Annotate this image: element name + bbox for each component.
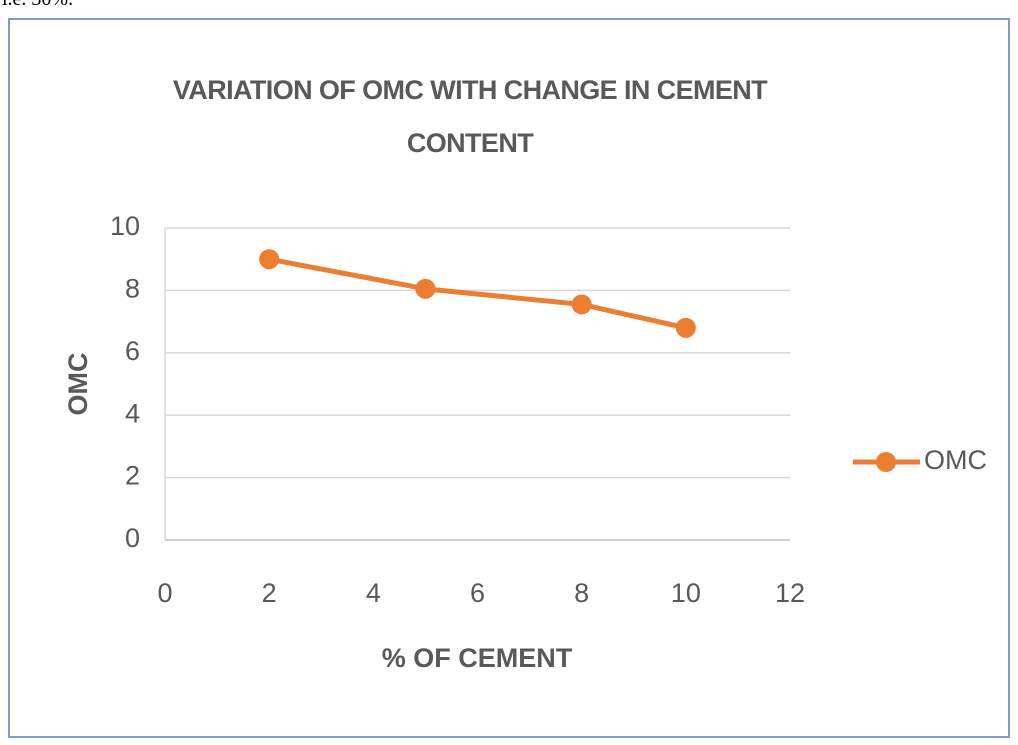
x-tick-label: 4 — [366, 578, 381, 608]
y-tick-label: 4 — [125, 398, 140, 428]
x-tick-label: 6 — [470, 578, 485, 608]
x-tick-label: 12 — [775, 578, 805, 608]
point-marker — [415, 278, 436, 299]
point-marker — [571, 294, 592, 315]
x-tick-label: 0 — [157, 578, 172, 608]
series-line — [268, 256, 687, 331]
legend-label: OMC — [924, 445, 987, 475]
x-tick-label: 8 — [574, 578, 589, 608]
y-tick-label: 0 — [125, 523, 140, 553]
point-marker — [259, 249, 280, 270]
legend-marker — [876, 452, 896, 472]
chart-title: VARIATION OF OMC WITH CHANGE IN CEMENT C… — [172, 75, 768, 158]
y-tick-label: 2 — [125, 461, 140, 491]
chart-frame — [8, 18, 1010, 738]
point-marker — [675, 317, 696, 338]
x-axis-label: % OF CEMENT — [382, 643, 573, 673]
y-axis-label: OMC — [63, 353, 93, 416]
x-tick-label: 2 — [262, 578, 277, 608]
x-tick-label: 10 — [671, 578, 701, 608]
y-tick-label: 6 — [125, 336, 140, 366]
caption: i.e. 30%. — [2, 0, 73, 11]
y-tick-label: 8 — [125, 274, 140, 304]
y-tick-label: 10 — [110, 211, 140, 241]
